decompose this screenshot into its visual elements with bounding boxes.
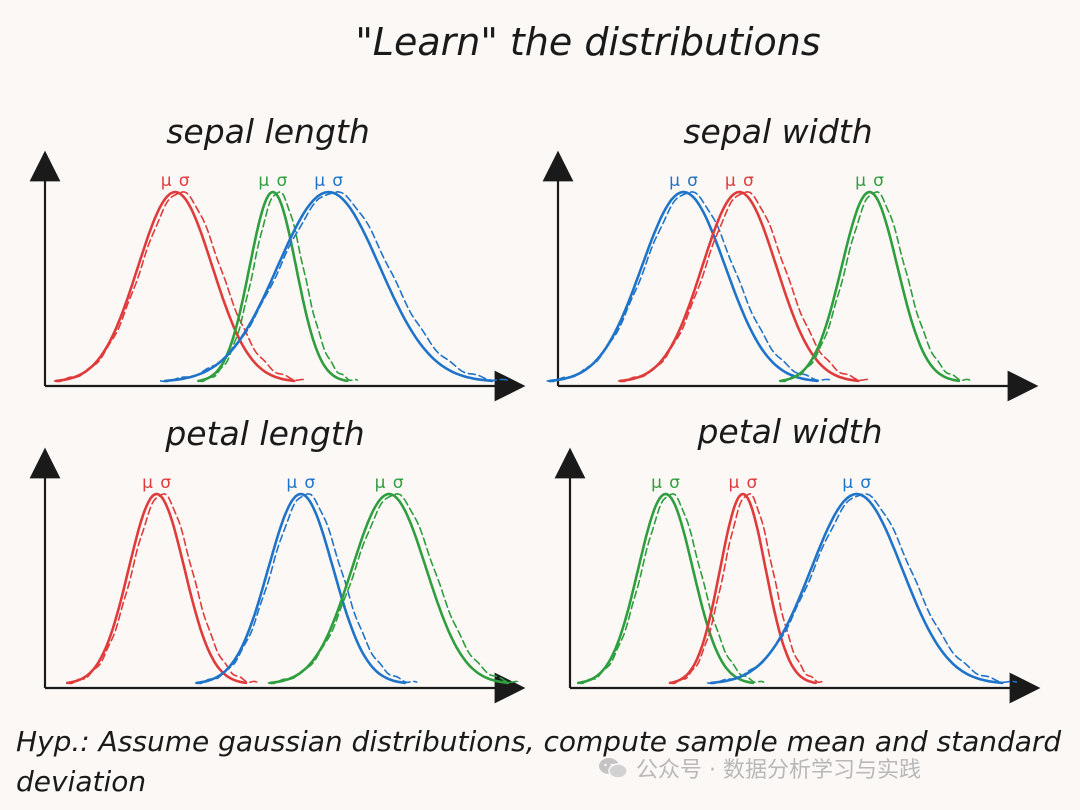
mu-symbol: μ <box>142 473 153 493</box>
mu-symbol: μ <box>725 171 736 191</box>
gaussian-fit-curve <box>779 190 961 383</box>
mu-symbol: μ <box>375 473 386 493</box>
gaussian-fit-curve <box>668 492 817 685</box>
sample-distribution-curve <box>707 492 1018 685</box>
mu-symbol: μ <box>286 473 297 493</box>
sample-distribution-curve <box>267 492 522 685</box>
mu-symbol: μ <box>161 171 172 191</box>
watermark-text: 公众号 · 数据分析学习与实践 <box>636 758 921 783</box>
panel-label: petal length <box>164 414 364 453</box>
sigma-symbol: σ <box>332 171 343 191</box>
panel-label: sepal width <box>683 112 872 151</box>
mu-symbol: μ <box>669 171 680 191</box>
sigma-symbol: σ <box>747 473 758 493</box>
mu-symbol: μ <box>651 473 662 493</box>
sigma-symbol: σ <box>179 171 190 191</box>
sample-distribution-curve <box>670 492 827 685</box>
watermark: 公众号 · 数据分析学习与实践 <box>598 752 921 784</box>
gaussian-fit-curve <box>195 492 407 685</box>
footnote: Hyp.: Assume gaussian distributions, com… <box>16 725 1062 798</box>
sigma-symbol: σ <box>743 171 754 191</box>
sample-distribution-curve <box>617 190 872 383</box>
sample-distribution-curve <box>198 190 359 383</box>
gaussian-fit-curve <box>619 190 860 383</box>
gaussian-fit-curve <box>268 492 510 685</box>
sigma-symbol: σ <box>687 171 698 191</box>
sample-distribution-curve <box>66 492 258 685</box>
sample-distribution-curve <box>195 492 418 685</box>
sample-distribution-curve <box>546 190 832 383</box>
gaussian-fit-curve <box>548 190 819 383</box>
gaussian-fit-curve <box>66 492 248 685</box>
diagram-title: "Learn" the distributions <box>355 20 820 64</box>
mu-symbol: μ <box>842 473 853 493</box>
panel-label: petal width <box>696 412 882 451</box>
sigma-symbol: σ <box>160 473 171 493</box>
mu-symbol: μ <box>258 171 269 191</box>
gaussian-fit-curve <box>197 190 349 383</box>
sample-distribution-curve <box>779 190 971 383</box>
sigma-symbol: σ <box>393 473 404 493</box>
wechat-icon <box>599 758 628 779</box>
sigma-symbol: σ <box>873 171 884 191</box>
sample-distribution-curve <box>159 190 509 383</box>
mu-symbol: μ <box>728 473 739 493</box>
gaussian-fit-curve <box>54 190 296 383</box>
sigma-symbol: σ <box>669 473 680 493</box>
sigma-symbol: σ <box>860 473 871 493</box>
gaussian-fit-curve <box>163 190 494 383</box>
sigma-symbol: σ <box>276 171 287 191</box>
sample-distribution-curve <box>577 492 765 685</box>
sample-distribution-curve <box>53 190 308 383</box>
sigma-symbol: σ <box>304 473 315 493</box>
mu-symbol: μ <box>855 171 866 191</box>
panel-label: sepal length <box>166 112 370 151</box>
mu-symbol: μ <box>314 171 325 191</box>
gaussian-fit-curve <box>576 492 755 685</box>
